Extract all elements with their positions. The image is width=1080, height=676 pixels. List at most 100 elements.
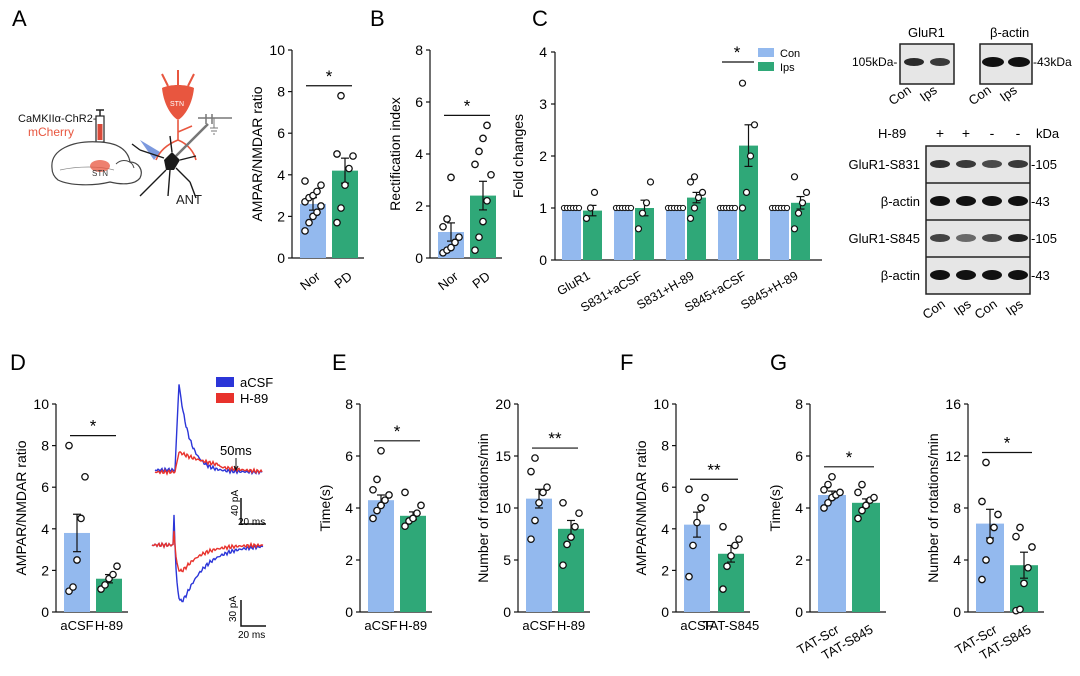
- data-point: [337, 204, 345, 212]
- x-tick-label: S845+H-89: [738, 268, 800, 312]
- y-tick-label: 2: [539, 148, 547, 164]
- data-point: [413, 509, 421, 518]
- data-point: [783, 204, 791, 212]
- y-tick-label: 0: [277, 250, 285, 266]
- data-point: [1028, 543, 1036, 551]
- data-point: [475, 233, 483, 242]
- wb-lane-label: Con: [972, 296, 1000, 322]
- x-tick-label: PD: [331, 269, 354, 292]
- data-point: [750, 121, 759, 129]
- legend-exp-label: Ips: [780, 62, 795, 74]
- data-point: [870, 493, 878, 502]
- y-tick-label: 5: [503, 552, 511, 568]
- y-axis-label: AMPAR/NMDAR ratio: [13, 440, 29, 575]
- wb-top-right-marker: -43kDa: [1033, 55, 1072, 69]
- data-point: [820, 504, 828, 512]
- data-point: [373, 506, 381, 515]
- x-tick-label: aCSF: [60, 618, 93, 633]
- y-axis-label: Number of rotations/min: [475, 433, 491, 582]
- legend-con-swatch: [758, 48, 774, 57]
- data-point: [341, 181, 349, 190]
- data-point: [698, 188, 707, 196]
- y-axis-label: Number of rotations/min: [925, 433, 941, 582]
- data-point: [690, 173, 699, 181]
- ant-neuron-icon: [131, 135, 197, 199]
- y-tick-label: 10: [495, 500, 511, 516]
- panel-letter-e: E: [332, 350, 347, 375]
- panel-letter-b: B: [370, 6, 385, 31]
- data-point: [690, 204, 699, 212]
- y-axis-label: AMPAR/NMDAR ratio: [249, 86, 265, 221]
- data-point: [634, 225, 643, 233]
- data-point: [443, 215, 451, 223]
- data-point: [543, 483, 551, 492]
- band: [956, 234, 976, 242]
- data-point: [109, 570, 117, 579]
- chart-a-ampar-nmdar: 0 2 4 6 8 10 AMPAR/NMDAR ratio Nor PD *: [249, 42, 364, 293]
- data-point: [590, 188, 599, 196]
- scalebar-bottom-amp: 30 pA: [228, 596, 239, 622]
- legend-exp-swatch: [758, 62, 774, 71]
- data-point: [417, 501, 425, 510]
- data-point: [627, 204, 635, 212]
- panel-letter-d: D: [10, 350, 26, 375]
- data-point: [317, 202, 325, 210]
- wb-row-label: GluR1-S831: [848, 157, 920, 172]
- y-tick-label: 0: [415, 250, 423, 266]
- y-tick-label: 4: [277, 167, 285, 183]
- y-tick-label: 3: [539, 96, 547, 112]
- bar-acsf: [684, 524, 710, 612]
- data-point: [723, 562, 731, 571]
- bar-h-89: [400, 515, 426, 612]
- data-point: [559, 498, 567, 507]
- data-point: [373, 475, 381, 484]
- data-point: [582, 214, 591, 222]
- data-point: [685, 572, 693, 581]
- bar-tat-s845: [718, 553, 744, 612]
- band: [982, 270, 1002, 280]
- data-point: [301, 177, 309, 185]
- wb-lane-label: Ips: [997, 82, 1020, 105]
- data-point: [479, 217, 487, 226]
- data-point: [333, 218, 341, 227]
- x-tick-label: aCSF: [364, 618, 397, 633]
- x-tick-label: TAT-S845: [703, 618, 760, 633]
- data-point: [794, 209, 803, 217]
- wb-lane-label: Ips: [917, 82, 940, 105]
- y-axis-label: AMPAR/NMDAR ratio: [633, 440, 649, 575]
- panel-letter-g: G: [770, 350, 787, 375]
- data-point: [642, 199, 651, 207]
- wb-lane-label: Con: [966, 82, 994, 108]
- bar-tat-scr: [818, 495, 846, 612]
- target-label: ANT: [176, 192, 202, 207]
- band: [982, 234, 1002, 242]
- data-point: [483, 196, 491, 205]
- band: [956, 196, 976, 206]
- data-point: [113, 562, 121, 571]
- x-tick-label: aCSF: [522, 618, 555, 633]
- significance-star: *: [846, 448, 853, 467]
- data-point: [455, 233, 463, 242]
- band: [930, 234, 950, 242]
- y-axis-label: Fold changes: [510, 114, 526, 198]
- data-point: [978, 575, 986, 584]
- western-blots: GluR1 β-actin 105kDa- -43kDa Con Ips Con Ip…: [848, 25, 1072, 322]
- wb-kda-label: kDa: [1036, 126, 1060, 141]
- stn-neuron-icon: STN: [155, 70, 197, 161]
- y-tick-label: 15: [495, 448, 511, 464]
- y-tick-label: 10: [653, 396, 669, 412]
- data-point: [401, 488, 409, 497]
- bar-con: [718, 208, 737, 260]
- y-tick-label: 0: [41, 604, 49, 620]
- bar-ips: [739, 145, 758, 260]
- data-point: [385, 491, 393, 499]
- significance-star: *: [90, 417, 97, 436]
- data-point: [401, 522, 409, 531]
- data-point: [686, 214, 695, 222]
- chart-e-rotations: 0 5 10 15 20 Number of rotations/min aCSF H-89 *…: [475, 396, 590, 633]
- data-point: [73, 556, 81, 564]
- y-tick-label: 1: [539, 200, 547, 216]
- wb-lane-label: Con: [886, 82, 914, 108]
